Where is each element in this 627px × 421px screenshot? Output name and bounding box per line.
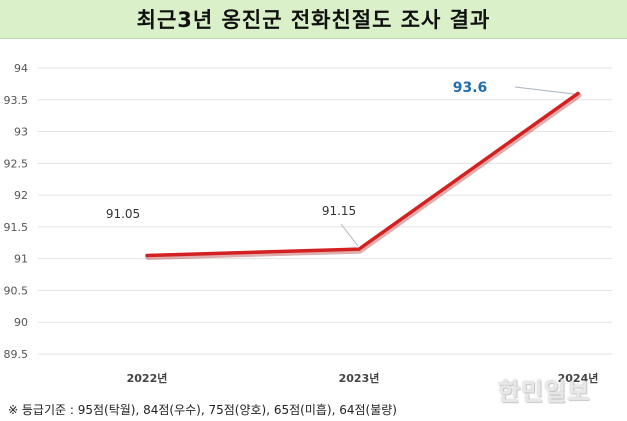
series bbox=[145, 91, 582, 260]
data-label: 91.15 bbox=[322, 204, 356, 218]
title-bar: 최근3년 옹진군 전화친절도 조사 결과 bbox=[0, 0, 627, 39]
data-point bbox=[357, 247, 361, 251]
y-tick-label: 90.5 bbox=[4, 284, 29, 297]
y-tick-label: 91.5 bbox=[4, 221, 29, 234]
y-tick-label: 90 bbox=[14, 316, 28, 329]
y-tick-label: 93 bbox=[14, 126, 28, 139]
chart-title: 최근3년 옹진군 전화친절도 조사 결과 bbox=[136, 8, 491, 32]
data-label: 93.6 bbox=[453, 80, 488, 96]
y-tick-label: 92.5 bbox=[4, 157, 29, 170]
y-tick-label: 91 bbox=[14, 253, 28, 266]
y-tick-label: 93.5 bbox=[4, 94, 29, 107]
y-tick-label: 89.5 bbox=[4, 348, 29, 361]
watermark-logo: 한민일보 bbox=[498, 378, 591, 406]
data-labels: 91.05 91.15 93.6 bbox=[106, 80, 575, 247]
series-line bbox=[145, 91, 580, 258]
y-tick-label: 92 bbox=[14, 189, 28, 202]
data-point bbox=[145, 253, 149, 257]
grade-criteria-footnote: ※ 등급기준 : 95점(탁월), 84점(우수), 75점(양호), 65점(… bbox=[8, 403, 397, 417]
data-point bbox=[576, 91, 580, 95]
gridlines bbox=[38, 67, 612, 355]
x-tick-label: 2024년 bbox=[558, 371, 599, 385]
line-chart: 94 93.5 93 92.5 92 91.5 91 90.5 90 89.5 2022년 2023… bbox=[4, 62, 612, 385]
series-line-shadow bbox=[145, 92, 582, 260]
x-axis-ticks: 2022년 2023년 2024년 bbox=[127, 371, 599, 385]
data-label: 91.05 bbox=[106, 207, 140, 221]
y-axis-ticks: 94 93.5 93 92.5 92 91.5 91 90.5 90 89.5 bbox=[4, 62, 29, 361]
data-label-leader bbox=[514, 86, 575, 95]
x-tick-label: 2023년 bbox=[339, 371, 380, 385]
x-tick-label: 2022년 bbox=[127, 371, 168, 385]
y-tick-label: 94 bbox=[14, 62, 28, 75]
data-label-leader bbox=[340, 223, 359, 247]
